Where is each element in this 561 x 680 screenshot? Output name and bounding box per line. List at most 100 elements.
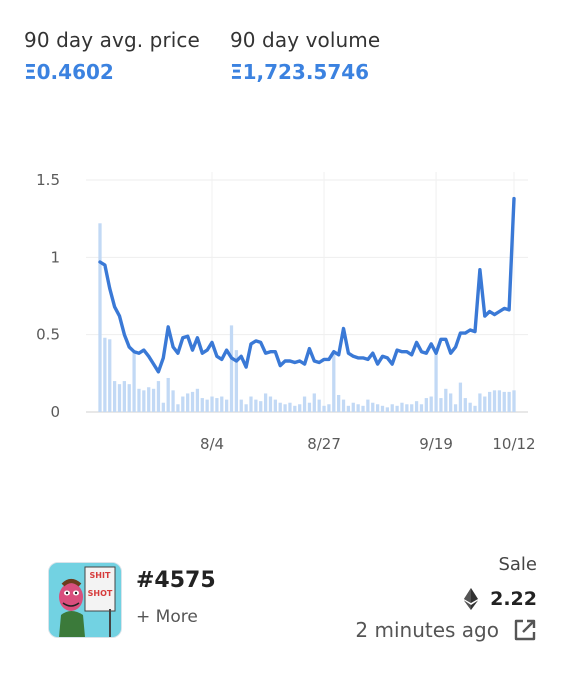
volume-bar <box>488 391 492 412</box>
sale-type-label: Sale <box>498 554 537 575</box>
volume-bar <box>410 404 414 412</box>
avg-price-stat: 90 day avg. price Ξ0.4602 <box>24 28 200 84</box>
volume-bar <box>103 337 107 412</box>
volume-bar <box>229 325 234 412</box>
sale-listing-row[interactable]: SHIT SHOT #4575 + More Sale 2.22 2 minut… <box>48 554 537 642</box>
volume-bar <box>278 402 282 412</box>
volume-stat: 90 day volume Ξ1,723.5746 <box>230 28 380 84</box>
sale-price: 2.22 <box>464 588 537 610</box>
y-tick-label: 0.5 <box>36 326 60 344</box>
volume-bar <box>380 405 385 412</box>
volume-bar <box>137 388 141 412</box>
volume-bar <box>220 396 224 412</box>
volume-value: Ξ1,723.5746 <box>229 60 370 84</box>
volume-bar <box>395 405 399 412</box>
volume-bar <box>473 405 477 412</box>
volume-bar <box>205 399 209 412</box>
volume-bar <box>375 404 380 412</box>
thumb-text-top: SHIT <box>90 571 111 580</box>
volume-bar <box>444 388 448 412</box>
volume-bar <box>151 388 156 412</box>
volume-bar <box>312 393 316 412</box>
volume-bar <box>156 381 161 412</box>
token-id[interactable]: #4575 <box>136 568 216 593</box>
time-ago: 2 minutes ago <box>355 618 499 642</box>
price-history-chart: 0 0.5 1 1.5 8/4 8/27 9/19 10/12 <box>36 171 535 453</box>
volume-bar <box>366 399 370 412</box>
volume-bar <box>497 390 502 412</box>
volume-bar <box>186 393 190 412</box>
volume-bar <box>108 339 112 412</box>
volume-bar <box>210 396 214 412</box>
volume-bar <box>468 402 472 412</box>
volume-bar <box>327 404 331 412</box>
volume-bar <box>390 404 394 412</box>
volume-bar <box>434 350 438 412</box>
y-tick-label: 1.5 <box>36 171 60 189</box>
volume-bar <box>405 404 409 412</box>
volume-bar <box>98 223 102 412</box>
volume-bar <box>307 402 312 412</box>
volume-bar <box>341 399 346 412</box>
volume-bar <box>502 391 506 412</box>
volume-bar <box>453 404 458 412</box>
volume-bar <box>439 398 443 412</box>
volume-bar <box>147 387 151 412</box>
volume-bar <box>259 401 263 412</box>
volume-bar <box>244 404 248 412</box>
avg-price-line <box>98 196 516 374</box>
volume-bar <box>507 391 511 412</box>
volume-bar <box>332 353 336 412</box>
x-tick-label: 9/19 <box>419 435 453 453</box>
volume-bar <box>225 399 229 412</box>
volume-bar <box>273 399 277 412</box>
volume-bar <box>239 399 243 412</box>
volume-bar <box>254 399 258 412</box>
volume-bar <box>112 381 117 412</box>
volume-bar <box>122 381 126 412</box>
volume-bar <box>176 404 180 412</box>
volume-bar <box>371 402 375 412</box>
volume-bar <box>117 384 122 412</box>
volume-bar <box>463 398 467 412</box>
volume-bar <box>478 393 482 412</box>
stats-row: 90 day avg. price Ξ0.4602 90 day volume … <box>24 28 410 84</box>
volume-bar <box>317 399 321 412</box>
volume-bar <box>419 404 424 412</box>
nft-thumbnail-art: SHIT SHOT <box>49 563 121 637</box>
volume-bar <box>263 393 268 412</box>
more-link[interactable]: + More <box>136 607 198 627</box>
x-tick-label: 8/27 <box>307 435 341 453</box>
x-tick-label: 8/4 <box>200 435 224 453</box>
volume-bar <box>356 404 360 412</box>
volume-bar <box>424 398 428 412</box>
y-tick-label: 0 <box>50 403 60 421</box>
volume-bar <box>268 396 273 412</box>
nft-thumbnail[interactable]: SHIT SHOT <box>48 562 122 638</box>
volume-bar <box>288 402 292 412</box>
volume-bar <box>161 402 165 412</box>
volume-bar <box>171 390 175 412</box>
volume-bar <box>132 350 136 412</box>
volume-bar <box>351 402 355 412</box>
volume-bar <box>195 388 200 412</box>
volume-bar <box>215 398 219 412</box>
volume-bar <box>249 396 253 412</box>
volume-bar <box>166 377 170 412</box>
volume-bar <box>449 393 453 412</box>
volume-bar <box>512 390 516 412</box>
avg-price-label: 90 day avg. price <box>24 28 200 52</box>
volume-bar <box>190 391 195 412</box>
volume-label: 90 day volume <box>229 28 381 52</box>
x-tick-label: 10/12 <box>492 435 535 453</box>
volume-bar <box>302 396 307 412</box>
volume-bar <box>234 350 239 412</box>
ethereum-icon <box>464 588 479 610</box>
volume-bar <box>293 405 297 412</box>
price-value: 2.22 <box>490 588 537 610</box>
y-tick-label: 1 <box>50 248 60 266</box>
external-link-icon[interactable] <box>513 618 537 642</box>
volume-bar <box>346 405 351 412</box>
volume-bar <box>142 390 146 412</box>
volume-bar <box>322 405 326 412</box>
